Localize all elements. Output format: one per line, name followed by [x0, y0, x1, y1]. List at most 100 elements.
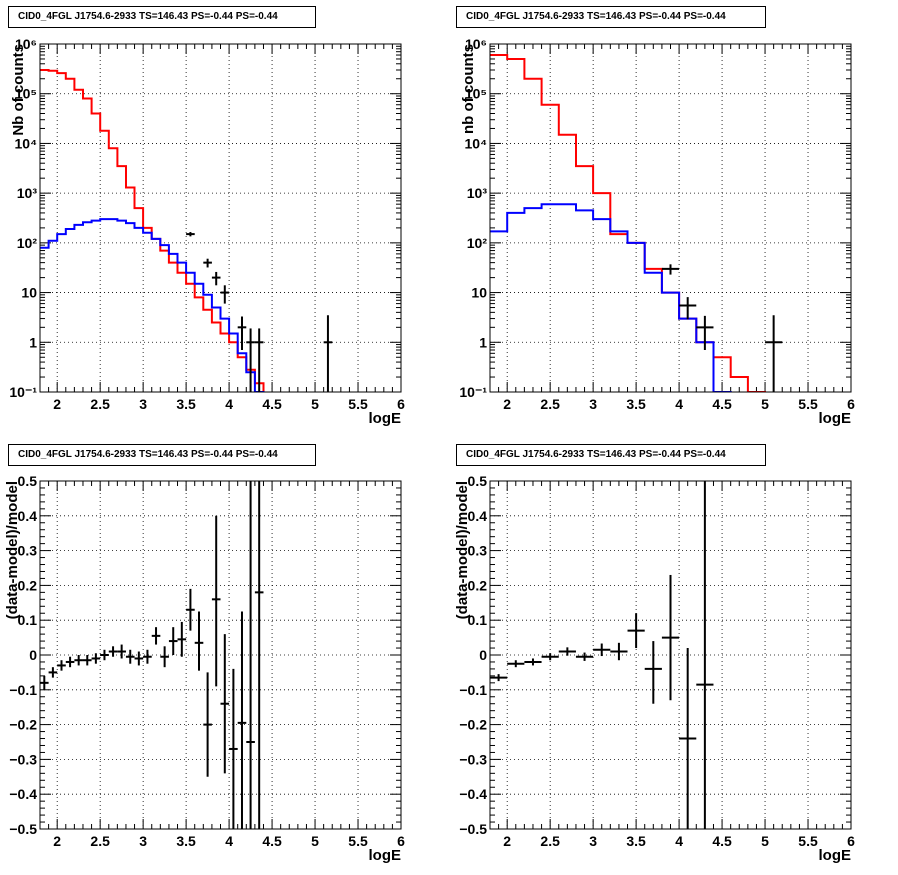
y-tick-label: 10⁶ [465, 36, 487, 52]
y-tick-label: 0.4 [468, 508, 488, 524]
data-point [558, 647, 576, 656]
y-tick-label: 10² [467, 235, 488, 251]
x-tick-label: 5.5 [348, 833, 368, 849]
y-tick-label: 0.5 [18, 473, 38, 489]
grid-lines [40, 44, 401, 392]
data-point [177, 621, 187, 657]
x-tick-label: 4.5 [262, 396, 282, 412]
data-point [211, 515, 221, 687]
data-point [610, 642, 628, 661]
data-point [203, 258, 212, 268]
y-tick-label: 10 [471, 285, 487, 301]
data-point [160, 646, 169, 668]
grid-lines [490, 44, 851, 392]
x-tick-label: 2.5 [90, 396, 110, 412]
data-point [82, 655, 92, 666]
x-tick-label: 2 [503, 396, 511, 412]
data-point [323, 315, 333, 392]
y-tick-label: −0.1 [459, 682, 487, 698]
y-tick-label: 1 [29, 334, 37, 350]
y-tick-label: 0.5 [468, 473, 488, 489]
chart-title: CID0_4FGL J1754.6-2933 TS=146.43 PS=-0.4… [8, 6, 316, 28]
data-point [696, 481, 714, 829]
x-tick-label: 3 [589, 396, 597, 412]
data-point [134, 651, 144, 666]
chart-panel-bottom-right: 2 2.5 3 3.5 4 4.5 5 5.5 6 −0.5 −0.4 −0.3 −0.2 −0.1 0 0.… [454, 473, 855, 864]
data-point [679, 297, 697, 320]
y-tick-label: 0.2 [468, 577, 488, 593]
data-point [65, 656, 75, 668]
data-point [194, 611, 204, 671]
plot-area [40, 481, 264, 829]
x-axis-label: logE [369, 410, 402, 427]
y-tick-label: 0.4 [18, 508, 38, 524]
data-point [237, 316, 247, 350]
y-tick-label: −0.4 [459, 786, 487, 802]
x-tick-label: 2 [53, 833, 61, 849]
x-tick-label: 5 [311, 833, 319, 849]
y-tick-label: −0.5 [9, 821, 37, 837]
source-model-histogram [40, 218, 265, 392]
x-tick-label: 3 [589, 833, 597, 849]
data-point [541, 653, 559, 661]
y-tick-label: −0.3 [9, 751, 37, 767]
plot-frame [39, 43, 402, 393]
y-tick-label: −0.1 [9, 682, 37, 698]
data-point [524, 658, 542, 666]
data-point [661, 264, 680, 275]
data-point [237, 611, 247, 829]
x-tick-label: 5 [761, 396, 769, 412]
data-point [679, 648, 697, 829]
y-axis-label: Nb of counts [10, 44, 27, 136]
y-tick-label: 0.3 [18, 543, 38, 559]
data-point [490, 674, 508, 682]
data-point [220, 285, 230, 304]
data-point [246, 328, 255, 392]
data-point [246, 481, 255, 829]
y-tick-label: 10⁴ [15, 135, 38, 151]
x-tick-label: 2.5 [90, 833, 110, 849]
data-point [211, 271, 221, 286]
x-tick-label: 2.5 [540, 396, 560, 412]
plot-area [490, 481, 714, 829]
plot-area [40, 69, 333, 392]
data-point [117, 644, 126, 659]
x-tick-label: 4 [225, 396, 233, 412]
plot-frame [489, 480, 852, 830]
data-points [490, 481, 714, 829]
plot-frame [39, 480, 402, 830]
data-point [57, 660, 66, 671]
data-point [186, 588, 195, 631]
axis-ticks [39, 44, 402, 393]
x-tick-label: 6 [397, 396, 405, 412]
x-axis-label: logE [819, 410, 852, 427]
data-point [765, 315, 783, 392]
chart-title: CID0_4FGL J1754.6-2933 TS=146.43 PS=-0.4… [456, 444, 766, 466]
x-tick-label: 3 [139, 833, 147, 849]
x-tick-label: 5 [761, 833, 769, 849]
x-tick-label: 4 [675, 833, 683, 849]
data-point [143, 649, 152, 664]
data-point [220, 634, 230, 774]
chart-panel-bottom-left: 2 2.5 3 3.5 4 4.5 5 5.5 6 −0.5 −0.4 −0.3 −0.2 −0.1 0 0.… [4, 473, 405, 864]
grid-lines [40, 481, 401, 829]
x-tick-label: 3.5 [176, 396, 196, 412]
data-point [48, 667, 58, 678]
data-point [575, 652, 594, 661]
x-tick-label: 2 [53, 396, 61, 412]
data-point [644, 641, 662, 704]
data-point [108, 646, 118, 657]
x-tick-label: 5.5 [798, 396, 818, 412]
data-point [74, 655, 83, 666]
data-points [661, 264, 783, 392]
y-tick-label: 0.3 [468, 543, 488, 559]
plot-area [490, 54, 783, 392]
y-axis-label: nb of counts [460, 44, 477, 134]
data-point [254, 328, 264, 392]
data-point [100, 649, 109, 661]
y-tick-label: −0.4 [9, 786, 37, 802]
y-tick-label: 10⁻¹ [459, 384, 487, 400]
x-tick-label: 4.5 [712, 833, 732, 849]
x-tick-label: 4 [225, 833, 233, 849]
